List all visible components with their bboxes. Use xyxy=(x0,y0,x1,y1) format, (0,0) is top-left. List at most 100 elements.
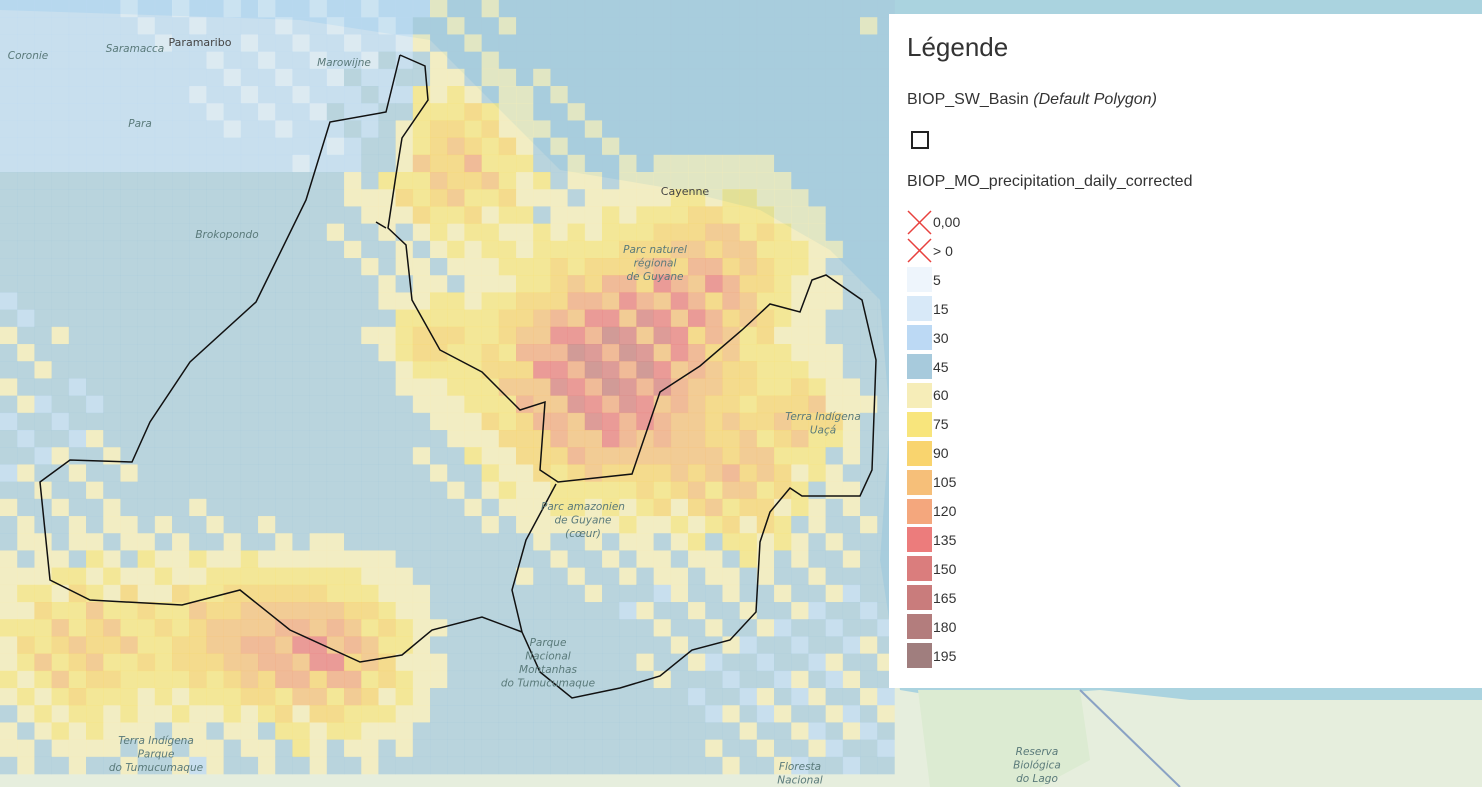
raster-cell xyxy=(808,137,826,156)
raster-cell xyxy=(670,688,689,706)
class-label: 60 xyxy=(933,387,949,404)
raster-cell xyxy=(636,292,654,310)
raster-cell xyxy=(326,447,345,465)
raster-cell xyxy=(137,344,156,362)
raster-cell xyxy=(120,172,138,190)
raster-cell xyxy=(103,51,121,70)
raster-cell xyxy=(17,756,35,775)
raster-cell xyxy=(223,688,242,706)
raster-cell xyxy=(774,189,792,207)
raster-cell xyxy=(103,670,121,689)
raster-cell xyxy=(309,533,328,551)
raster-cell xyxy=(584,0,603,18)
raster-cell xyxy=(361,206,379,224)
raster-cell xyxy=(172,68,190,87)
color-swatch xyxy=(907,585,932,611)
raster-cell xyxy=(808,103,826,121)
raster-cell xyxy=(0,378,18,396)
raster-cell xyxy=(326,223,345,242)
raster-cell xyxy=(447,464,465,482)
raster-cell xyxy=(619,550,637,568)
raster-cell xyxy=(154,516,173,534)
raster-cell xyxy=(412,670,431,689)
raster-cell xyxy=(533,240,551,259)
raster-cell xyxy=(464,447,482,465)
raster-cell xyxy=(137,739,156,758)
raster-cell xyxy=(86,395,104,414)
raster-cell xyxy=(0,344,18,362)
raster-cell xyxy=(653,154,672,173)
raster-cell xyxy=(688,412,706,431)
raster-cell xyxy=(481,137,500,156)
raster-cell xyxy=(223,395,242,414)
raster-cell xyxy=(17,653,35,672)
raster-cell xyxy=(447,739,465,758)
raster-cell xyxy=(584,584,603,603)
raster-cell xyxy=(516,670,534,689)
layer-name: BIOP_MO_precipitation_daily_corrected xyxy=(907,173,1193,190)
raster-cell xyxy=(774,68,792,87)
raster-cell xyxy=(361,0,379,18)
raster-cell xyxy=(103,550,121,568)
raster-cell xyxy=(344,378,362,396)
raster-cell xyxy=(533,34,551,52)
raster-cell xyxy=(602,498,620,517)
raster-cell xyxy=(154,344,173,362)
raster-cell xyxy=(533,189,551,207)
raster-cell xyxy=(120,636,138,654)
raster-cell xyxy=(774,756,792,775)
raster-cell xyxy=(223,34,242,52)
raster-cell xyxy=(258,120,276,138)
raster-cell xyxy=(430,464,448,482)
raster-cell xyxy=(309,223,328,242)
raster-cell xyxy=(292,361,310,379)
raster-cell xyxy=(860,292,878,310)
raster-cell xyxy=(533,464,551,482)
raster-cell xyxy=(430,550,448,568)
raster-cell xyxy=(481,584,500,603)
raster-cell xyxy=(326,481,345,500)
raster-cell xyxy=(154,584,173,603)
raster-cell xyxy=(137,154,156,173)
raster-cell xyxy=(0,361,18,379)
raster-cell xyxy=(395,17,414,35)
raster-cell xyxy=(292,86,310,104)
raster-cell xyxy=(791,326,809,345)
raster-cell xyxy=(309,653,328,672)
raster-cell xyxy=(481,172,500,190)
raster-cell xyxy=(34,670,52,689)
raster-cell xyxy=(51,172,70,190)
raster-cell xyxy=(344,550,362,568)
raster-cell xyxy=(412,68,431,87)
raster-cell xyxy=(464,636,482,654)
raster-cell xyxy=(120,516,138,534)
raster-cell xyxy=(842,550,861,568)
raster-cell xyxy=(68,361,87,379)
raster-cell xyxy=(447,68,465,87)
raster-cell xyxy=(808,34,826,52)
raster-cell xyxy=(223,292,242,310)
class-label: 165 xyxy=(933,589,957,606)
raster-cell xyxy=(705,292,723,310)
raster-cell xyxy=(51,688,70,706)
raster-cell xyxy=(498,636,517,654)
raster-cell xyxy=(154,550,173,568)
raster-cell xyxy=(688,103,706,121)
raster-cell xyxy=(223,464,242,482)
raster-cell xyxy=(378,172,396,190)
raster-cell xyxy=(275,739,293,758)
raster-cell xyxy=(481,447,500,465)
raster-cell xyxy=(860,120,878,138)
raster-cell xyxy=(567,51,586,70)
raster-cell xyxy=(189,51,207,70)
raster-cell xyxy=(481,567,500,586)
raster-cell xyxy=(137,223,156,242)
raster-cell xyxy=(567,756,586,775)
raster-cell xyxy=(567,550,586,568)
raster-cell xyxy=(378,103,396,121)
raster-cell xyxy=(808,481,826,500)
raster-cell xyxy=(774,103,792,121)
raster-cell xyxy=(791,516,809,534)
raster-cell xyxy=(860,0,878,18)
raster-cell xyxy=(361,533,379,551)
